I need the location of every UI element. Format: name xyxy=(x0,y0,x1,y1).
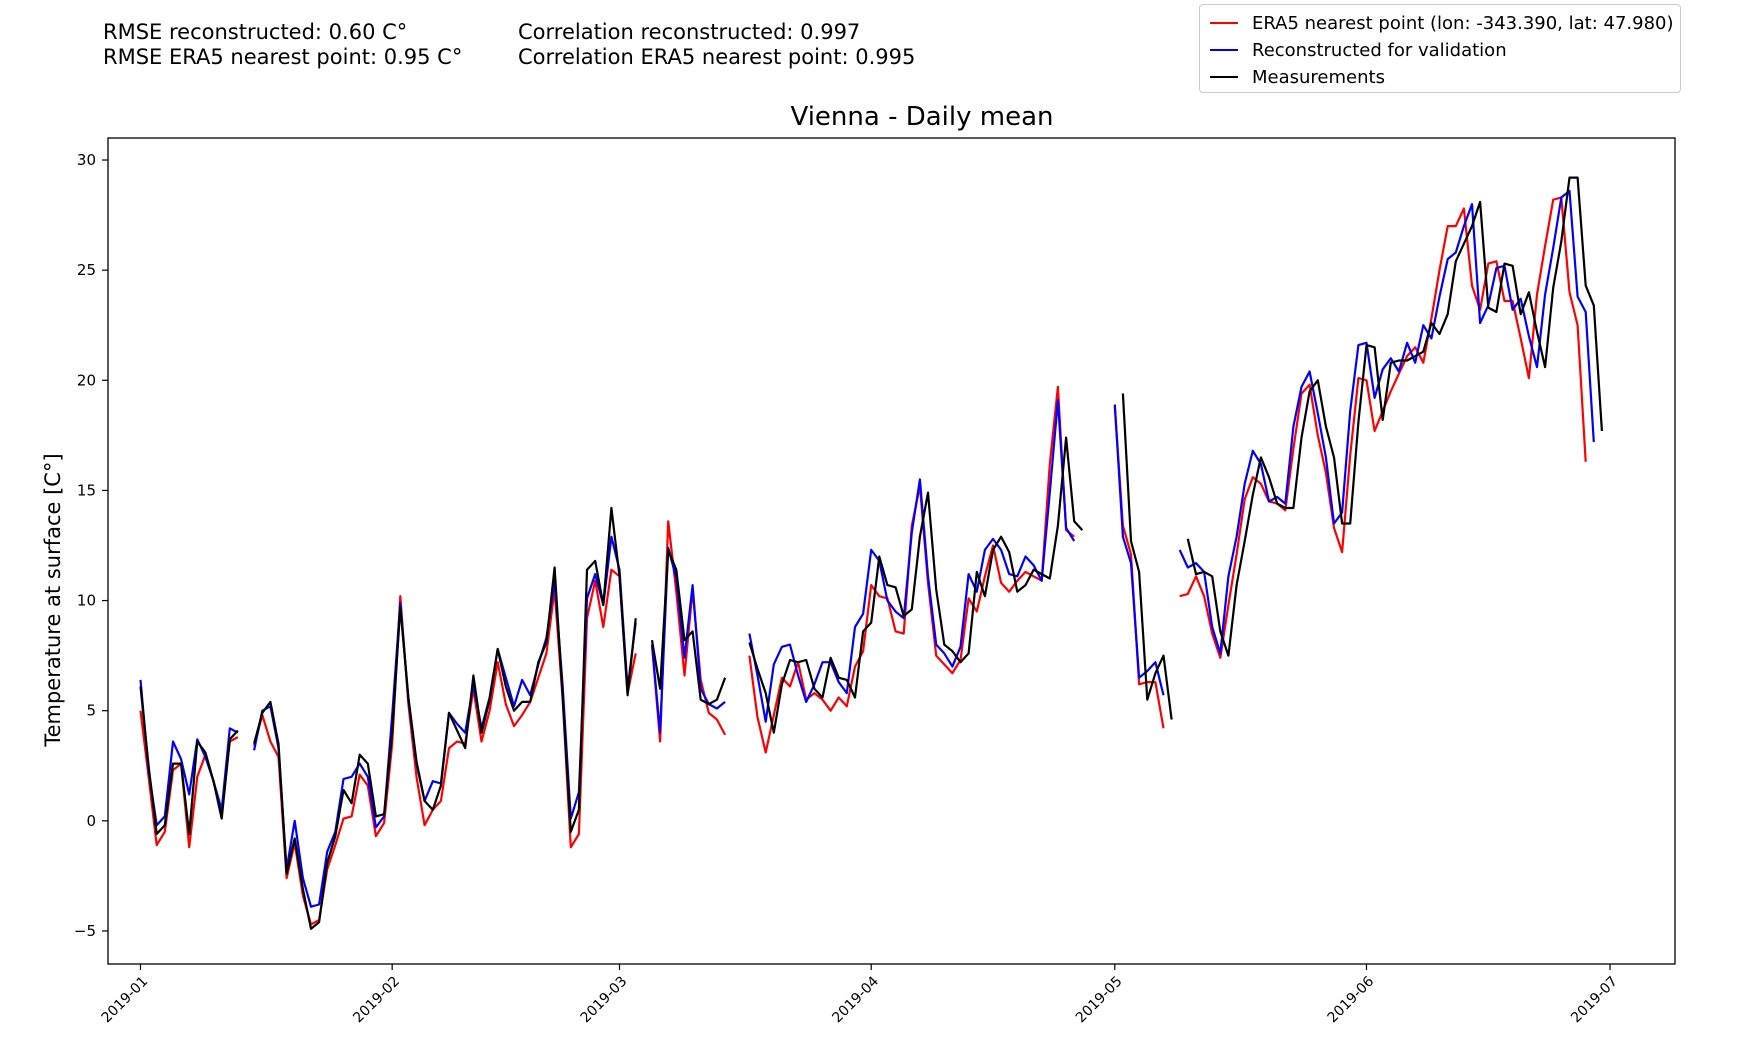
x-axis: 2019-01 2019-02 2019-03 2019-04 2019-05 2019-… xyxy=(99,964,1621,1026)
stats-left: RMSE reconstructed: 0.60 C° RMSE ERA5 ne… xyxy=(103,20,462,70)
series-line-reconstructed xyxy=(650,546,726,734)
legend-label-measurements: Measurements xyxy=(1252,66,1385,88)
series-line-era5 xyxy=(1179,196,1587,659)
y-tick-label: 0 xyxy=(86,812,96,830)
correlation-reconstructed-text: Correlation reconstructed: 0.997 xyxy=(518,20,861,44)
legend-item-reconstructed: Reconstructed for validation xyxy=(1210,38,1507,62)
y-tick-label: 5 xyxy=(86,702,96,720)
series-line-measurements xyxy=(253,506,637,930)
legend-swatch-reconstructed xyxy=(1210,49,1238,51)
series-line-measurements xyxy=(650,548,727,706)
y-tick-label: 25 xyxy=(77,261,96,279)
legend-label-era5: ERA5 nearest point (lon: -343.390, lat: … xyxy=(1252,12,1674,34)
series-line-reconstructed xyxy=(1178,189,1595,655)
legend-label-reconstructed: Reconstructed for validation xyxy=(1252,39,1507,61)
series-line-era5 xyxy=(253,568,637,926)
rmse-era5-text: RMSE ERA5 nearest point: 0.95 C° xyxy=(103,45,463,69)
rmse-reconstructed-text: RMSE reconstructed: 0.60 C° xyxy=(103,20,408,44)
x-tick-label: 2019-02 xyxy=(350,974,403,1027)
series-line-measurements xyxy=(1186,176,1603,657)
x-tick-label: 2019-05 xyxy=(1073,974,1126,1027)
plot-area-frame xyxy=(107,137,1676,965)
y-tick-label: 20 xyxy=(77,371,96,389)
x-tick-label: 2019-01 xyxy=(99,974,152,1027)
series-line-era5 xyxy=(748,385,1075,754)
series-lines xyxy=(139,176,1603,930)
y-axis: −5 0 5 10 15 20 25 30 xyxy=(74,151,108,940)
legend-item-measurements: Measurements xyxy=(1210,65,1385,89)
x-tick-label: 2019-04 xyxy=(829,973,882,1026)
legend-swatch-measurements xyxy=(1210,76,1238,78)
series-line-reconstructed xyxy=(253,535,637,908)
x-tick-label: 2019-06 xyxy=(1325,973,1378,1026)
chart-title: Vienna - Daily mean xyxy=(790,102,1053,132)
series-line-era5 xyxy=(1113,406,1165,729)
y-tick-label: 30 xyxy=(77,151,96,169)
series-line-measurements xyxy=(748,436,1084,734)
legend-item-era5: ERA5 nearest point (lon: -343.390, lat: … xyxy=(1210,11,1674,35)
x-tick-label: 2019-07 xyxy=(1568,974,1621,1027)
series-line-measurements xyxy=(139,686,239,836)
y-tick-label: 15 xyxy=(77,481,96,499)
y-tick-label: −5 xyxy=(74,922,96,940)
y-tick-label: 10 xyxy=(77,592,96,610)
series-line-measurements xyxy=(1121,393,1173,720)
legend-swatch-era5 xyxy=(1210,22,1238,24)
legend: ERA5 nearest point (lon: -343.390, lat: … xyxy=(1199,4,1681,93)
x-tick-label: 2019-03 xyxy=(578,974,631,1027)
stats-right: Correlation reconstructed: 0.997 Correla… xyxy=(518,20,915,70)
y-axis-label: Temperature at surface [C°] xyxy=(41,453,65,747)
correlation-era5-text: Correlation ERA5 nearest point: 0.995 xyxy=(518,45,916,69)
series-line-reconstructed xyxy=(748,399,1076,723)
series-line-reconstructed xyxy=(1113,404,1165,696)
